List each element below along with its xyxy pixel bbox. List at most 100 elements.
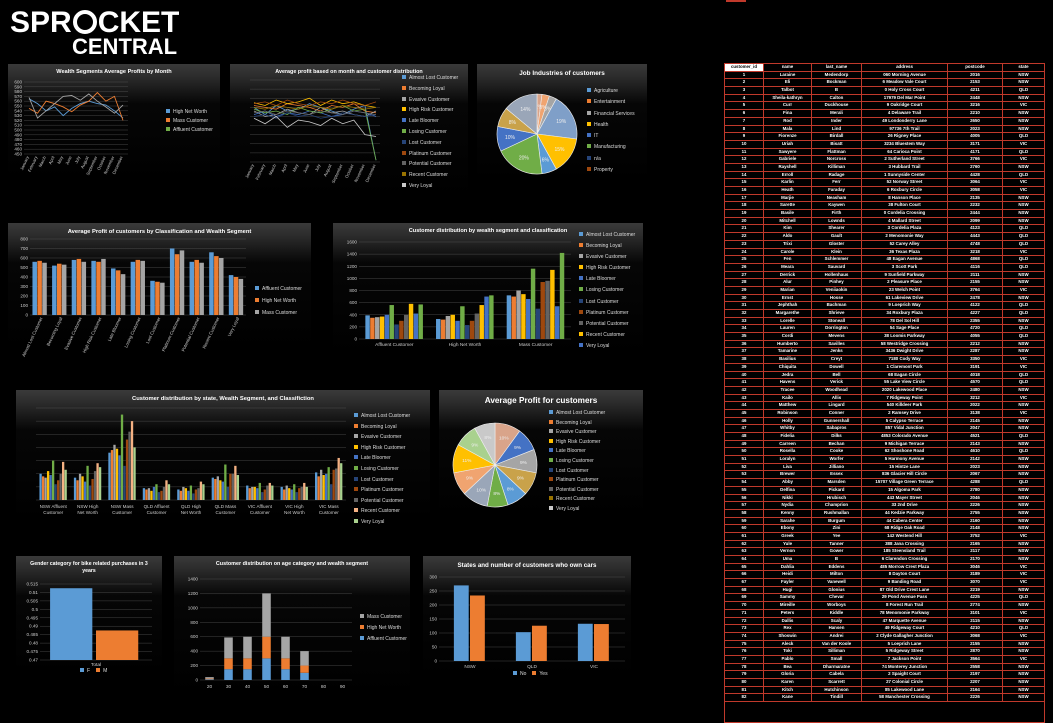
table-cell[interactable]: Conner (812, 409, 862, 417)
table-cell[interactable]: Inder (812, 117, 862, 125)
table-cell[interactable]: Champrion (812, 502, 862, 509)
table-cell[interactable]: 4122 (948, 302, 1003, 309)
table-cell[interactable]: 8 Hanson Place (862, 194, 948, 202)
table-cell[interactable]: Hutchinson (812, 686, 862, 694)
table-cell[interactable]: 8 Forest Run Trail (862, 602, 948, 609)
table-cell[interactable]: QLD (1018, 379, 1029, 385)
table-row[interactable]: 7 Rod Inder 49 Londonderry Lane 2650 NSW (725, 117, 1044, 126)
table-cell[interactable]: Gloria (764, 671, 812, 678)
table-row[interactable]: 50 Rosella Cooke 62 Shoshone Road 4610 QLD (725, 448, 1044, 457)
table-cell[interactable]: Scaly (812, 617, 862, 625)
table-cell[interactable]: 24 (725, 248, 764, 256)
table-cell[interactable]: Gabriele (764, 156, 812, 163)
table-cell[interactable]: 61 Lakeview Drive (862, 294, 948, 302)
table-cell[interactable]: 2170 (948, 556, 1003, 563)
table-row[interactable]: 75 Aleck Van der Koole 5 Loeprich Lane 2155 N… (725, 640, 1044, 649)
table-cell[interactable]: Dorrington (812, 325, 862, 333)
table-cell[interactable]: Jenks (812, 348, 862, 356)
table-row[interactable]: 56 Nikki Hrubisch 443 Mayer Street 2046 NSW (725, 494, 1044, 503)
table-cell[interactable]: Tracee (764, 386, 812, 394)
table-cell[interactable]: 55 Lake View Circle (862, 379, 948, 386)
table-row[interactable]: 20 Mitchell Lownds 4 Mallard Street 2099 NSW (725, 217, 1044, 226)
table-row[interactable]: 60 Ebony Zini 68 Ridge Oak Road 2148 NSW (725, 525, 1044, 533)
table-cell[interactable]: VIC (1019, 579, 1028, 585)
table-cell[interactable]: 3212 (948, 394, 1003, 402)
table-cell[interactable]: Killiman (812, 163, 862, 171)
table-cell[interactable]: 16 (725, 187, 764, 194)
table-cell[interactable]: Gunnershall (812, 417, 862, 425)
table-cell[interactable]: 41 (725, 379, 764, 386)
table-cell[interactable]: 2099 (948, 217, 1003, 225)
table-header-cell[interactable]: customer_id (725, 64, 764, 71)
table-cell[interactable]: 2155 (948, 640, 1003, 648)
table-cell[interactable]: Marsden (812, 479, 862, 486)
table-cell[interactable]: Carole (764, 248, 812, 256)
table-cell[interactable]: Karlin (764, 179, 812, 186)
table-cell[interactable]: Bachman (812, 302, 862, 309)
table-cell[interactable]: Faraday (812, 187, 862, 194)
table-cell[interactable]: 0 Cordelia Crossing (862, 210, 948, 217)
table-cell[interactable]: Vanewell (812, 579, 862, 586)
table-cell[interactable]: 71 (725, 609, 764, 617)
table-cell[interactable]: 64 (725, 556, 764, 563)
table-cell[interactable]: NSW (1018, 686, 1029, 692)
table-cell[interactable]: Chevar (812, 594, 862, 602)
table-cell[interactable]: 3 Cordelia Plaza (862, 225, 948, 233)
table-cell[interactable]: 15 (725, 179, 764, 186)
table-cell[interactable]: VIC (1019, 187, 1028, 192)
table-cell[interactable]: NSW (1018, 71, 1029, 77)
table-cell[interactable]: 62 Shoshone Road (862, 448, 948, 456)
table-cell[interactable]: 4211 (948, 87, 1003, 94)
table-cell[interactable]: 38 (725, 356, 764, 363)
table-cell[interactable]: 2153 (948, 79, 1003, 87)
table-cell[interactable]: QLD (1018, 625, 1029, 631)
table-cell[interactable]: Abby (764, 479, 812, 486)
table-cell[interactable]: 43 (725, 394, 764, 402)
table-cell[interactable]: 2164 (948, 686, 1003, 694)
table-cell[interactable]: 2145 (948, 417, 1003, 425)
table-cell[interactable]: QLD (1018, 448, 1029, 454)
table-cell[interactable]: Cabela (812, 671, 862, 678)
table-cell[interactable]: 2047 (948, 425, 1003, 432)
table-row[interactable]: 55 Delfina Pickard 15 Algoma Park 2780 NSW (725, 486, 1044, 495)
table-cell[interactable]: NSW (1018, 648, 1029, 654)
table-cell[interactable]: Sammy (764, 594, 812, 602)
table-cell[interactable]: Talbot (764, 87, 812, 94)
table-cell[interactable]: 4 (725, 94, 764, 102)
table-cell[interactable]: 2 Ramsey Drive (862, 409, 948, 417)
table-cell[interactable]: 2 Menomonie Way (862, 233, 948, 240)
table-cell[interactable]: QLD (1018, 87, 1029, 93)
table-cell[interactable]: Savilles (812, 340, 862, 348)
table-cell[interactable]: NSW (1018, 386, 1029, 392)
table-cell[interactable]: Fiorenze (764, 133, 812, 140)
table-cell[interactable]: Yule (764, 540, 812, 548)
table-cell[interactable]: 2 Spaight Court (862, 671, 948, 678)
table-cell[interactable]: 2143 (948, 440, 1003, 448)
table-cell[interactable]: Kenny (764, 509, 812, 517)
table-cell[interactable]: Lauren (764, 325, 812, 333)
table-cell[interactable]: Tindill (812, 694, 862, 702)
chart-customer-dist-wealth-class[interactable]: Customer distribution by wealth segment … (333, 223, 643, 355)
table-cell[interactable]: 2478 (948, 294, 1003, 302)
table-cell[interactable]: NSW (1018, 163, 1029, 169)
table-cell[interactable]: 2444 (948, 210, 1003, 217)
table-cell[interactable]: Marjie (764, 194, 812, 202)
table-cell[interactable]: 3752 (948, 532, 1003, 540)
table-row[interactable]: 14 Erroll Radage 1 Sunnyside Center 4428 QLD (725, 171, 1044, 180)
table-cell[interactable]: 34 Roxbury Plaza (862, 310, 948, 317)
table-cell[interactable]: 8 (725, 125, 764, 133)
table-cell[interactable]: Neasham (812, 194, 862, 202)
table-cell[interactable]: 4748 (948, 240, 1003, 248)
table-cell[interactable]: 49 Londonderry Lane (862, 117, 948, 125)
table-cell[interactable]: 22 (725, 233, 764, 240)
table-cell[interactable]: 3046 (948, 563, 1003, 571)
table-cell[interactable]: Silliman (812, 648, 862, 655)
table-cell[interactable]: QLD (1018, 233, 1029, 239)
table-cell[interactable]: Robinson (764, 409, 812, 417)
table-cell[interactable]: Pickard (812, 486, 862, 494)
table-cell[interactable]: 3070 (948, 579, 1003, 586)
table-cell[interactable]: NSW (1018, 117, 1029, 123)
table-cell[interactable]: 64 Carioca Point (862, 148, 948, 156)
table-cell[interactable]: 13 (725, 163, 764, 171)
table-cell[interactable]: 2155 (948, 279, 1003, 286)
